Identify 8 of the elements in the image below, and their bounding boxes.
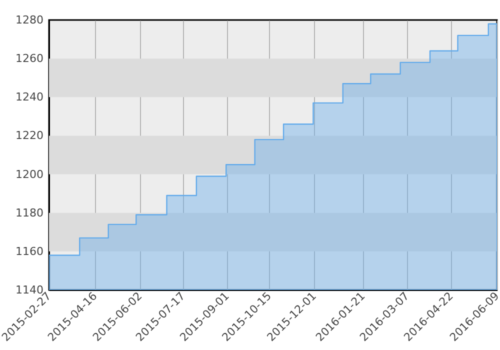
y-tick-label: 1220 [16,129,44,142]
y-tick-label: 1180 [16,206,44,220]
y-tick-label: 1260 [16,52,44,66]
y-tick-label: 1200 [16,168,44,181]
y-tick-label: 1140 [16,284,44,296]
y-tick-label: 1240 [16,90,44,104]
y-tick-label: 1280 [16,14,44,26]
y-tick-label: 1160 [16,244,44,258]
